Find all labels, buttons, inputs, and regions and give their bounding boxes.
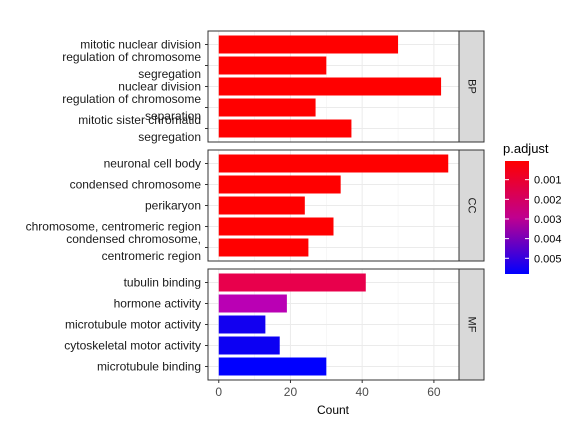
x-tick-label: 20 [284,385,298,399]
x-tick-label: 0 [215,385,222,399]
bar-mf-0 [218,273,366,292]
x-axis-title: Count [317,403,350,417]
category-label: perikaryon [145,199,201,213]
category-label: nuclear division [118,80,201,94]
category-label: segregation [138,130,201,144]
bar-cc-0 [218,154,449,173]
bar-cc-3 [218,217,334,236]
category-label: neuronal cell body [104,157,201,171]
bar-mf-1 [218,294,287,313]
legend-tick-label: 0.001 [534,175,562,187]
facet-strip [458,30,485,143]
facet-panel-cc: CC [207,149,485,262]
facet-label: MF [466,317,478,333]
facet-strip [458,149,485,262]
category-label: microtubule binding [97,360,201,374]
x-tick-label: 40 [356,385,370,399]
category-label: regulation of chromosome [62,50,201,64]
facet-label: CC [466,198,478,214]
category-label: chromosome, centromeric region [26,220,201,234]
category-label: tubulin binding [124,276,201,290]
legend-tick-label: 0.003 [534,214,562,226]
bar-bp-4 [218,119,352,138]
category-label: condensed chromosome, [66,232,201,246]
category-label: hormone activity [114,297,201,311]
facet-panel-bp: BP [207,30,485,143]
category-label: separation [145,109,201,123]
bar-cc-4 [218,238,309,257]
legend-title: p.adjust [503,141,549,156]
bar-mf-4 [218,357,327,376]
category-label: cytoskeletal motor activity [64,339,201,353]
bar-bp-1 [218,56,327,75]
bar-mf-3 [218,336,280,355]
legend-tick-label: 0.002 [534,194,562,206]
bar-bp-2 [218,77,442,96]
bar-cc-2 [218,196,305,215]
x-tick-label: 60 [427,385,441,399]
legend-tick-label: 0.004 [534,234,562,246]
facet-strip [458,268,485,381]
category-label: centromeric region [102,249,201,263]
bar-cc-1 [218,175,341,194]
facet-panel-mf: MF [207,268,485,381]
category-label: microtubule motor activity [65,318,201,332]
facet-label: BP [466,79,478,94]
category-label: mitotic nuclear division [80,38,201,52]
category-label: segregation [138,67,201,81]
category-label: regulation of chromosome [62,92,201,106]
bar-bp-3 [218,98,316,117]
legend-colorbar [505,161,529,274]
bar-mf-2 [218,315,266,334]
category-label: mitotic sister chromatid [78,113,201,127]
legend-tick-label: 0.005 [534,253,562,265]
bar-bp-0 [218,35,399,54]
category-label: condensed chromosome [70,178,202,192]
